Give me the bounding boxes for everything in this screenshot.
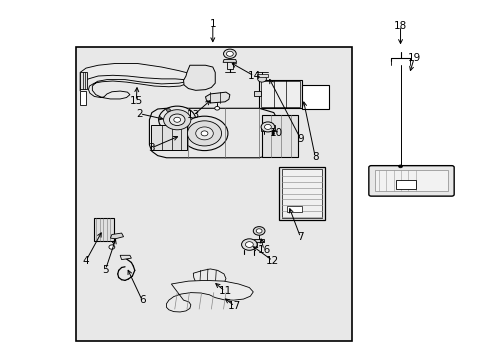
Circle shape [253,226,264,235]
Polygon shape [166,280,253,312]
Polygon shape [183,65,215,90]
Text: 7: 7 [297,232,303,242]
Text: 16: 16 [257,245,270,255]
Text: 17: 17 [228,301,241,311]
Text: 4: 4 [82,256,89,266]
Polygon shape [149,108,277,158]
Text: 10: 10 [269,129,282,138]
Polygon shape [254,239,264,242]
Bar [302,85,328,109]
Bar [76,47,351,341]
Bar [94,218,114,241]
Polygon shape [120,255,131,260]
Circle shape [158,106,195,134]
FancyBboxPatch shape [368,166,453,196]
Polygon shape [110,233,123,239]
Text: 13: 13 [186,111,200,121]
Bar [278,167,325,220]
Bar [281,169,322,218]
Polygon shape [254,91,260,96]
Text: 15: 15 [129,96,142,106]
Text: 9: 9 [297,134,303,144]
Bar [259,80,302,108]
Circle shape [257,76,266,82]
Text: 2: 2 [136,109,142,119]
Text: 19: 19 [407,53,420,63]
Circle shape [245,242,253,247]
Polygon shape [80,72,87,89]
Bar [261,116,298,157]
Circle shape [163,110,190,130]
Polygon shape [256,74,267,77]
Circle shape [398,165,402,168]
Polygon shape [205,92,229,103]
Text: 14: 14 [247,71,260,81]
Polygon shape [80,63,193,99]
Text: 5: 5 [102,265,109,275]
Circle shape [187,121,221,146]
Circle shape [169,114,184,126]
Circle shape [223,49,236,58]
Circle shape [109,245,115,249]
Circle shape [226,51,233,56]
Circle shape [241,239,257,250]
Text: 8: 8 [311,152,318,162]
Text: 1: 1 [209,19,216,29]
Polygon shape [226,60,232,69]
Text: 11: 11 [218,286,231,296]
Bar [374,170,447,192]
Bar [261,81,300,107]
Bar [151,125,187,150]
Circle shape [195,127,213,140]
Bar [395,180,415,189]
Circle shape [261,122,274,132]
Circle shape [173,117,180,122]
Text: 3: 3 [148,143,155,153]
Circle shape [181,116,227,150]
Bar [287,206,302,212]
Text: 18: 18 [393,21,407,31]
Polygon shape [80,91,86,105]
Circle shape [166,109,170,112]
Circle shape [256,229,262,233]
Polygon shape [223,59,236,62]
Polygon shape [193,269,225,288]
Circle shape [264,125,271,130]
Text: 6: 6 [139,295,145,305]
Circle shape [201,131,207,136]
Polygon shape [241,243,257,246]
Polygon shape [260,126,275,131]
Text: 12: 12 [265,256,279,266]
Circle shape [214,107,219,110]
